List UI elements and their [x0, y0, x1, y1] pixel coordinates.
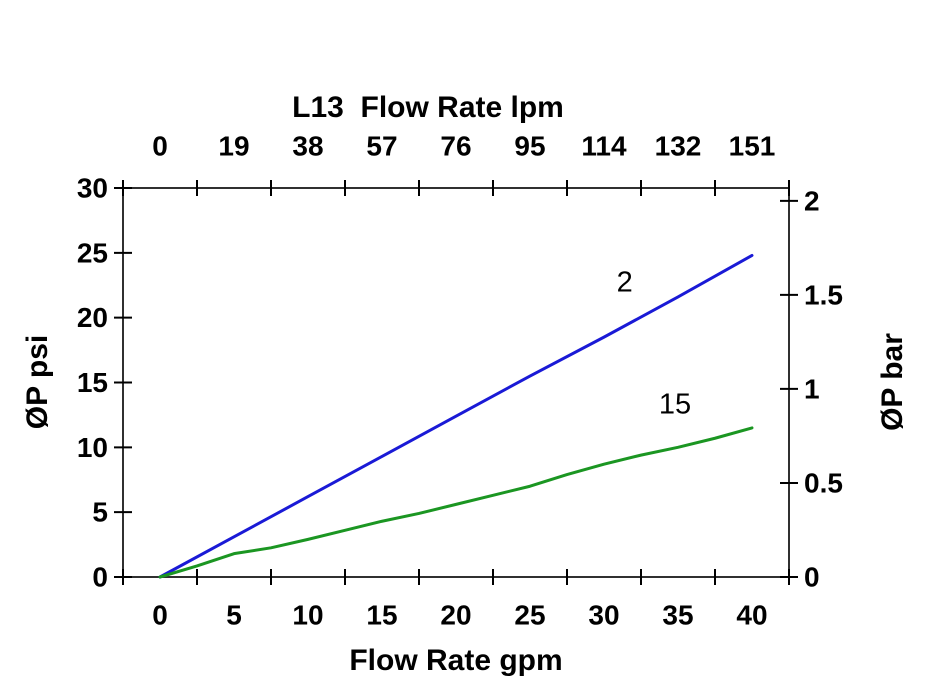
right-axis-tick-label: 1: [804, 373, 820, 404]
top-axis-tick-label: 38: [292, 131, 323, 162]
bottom-axis-tick-label: 30: [588, 600, 619, 631]
right-axis-tick-label: 1.5: [804, 279, 843, 310]
left-axis-tick-label: 0: [92, 562, 108, 593]
series-line-2: [158, 253, 754, 579]
top-axis-tick-label: 151: [729, 131, 776, 162]
left-axis-tick-label: 25: [77, 237, 108, 268]
right-axis-title: ØP bar: [876, 333, 909, 431]
left-axis-tick-label: 20: [77, 302, 108, 333]
bottom-axis-tick-label: 40: [736, 600, 767, 631]
left-axis-tick-label: 10: [77, 432, 108, 463]
top-axis-tick-label: 57: [366, 131, 397, 162]
right-axis-tick-label: 0: [804, 562, 820, 593]
top-axis-tick-label: 76: [440, 131, 471, 162]
series-label-15: 15: [659, 389, 691, 421]
right-axis-tick-label: 0.5: [804, 467, 843, 498]
bottom-axis-tick-label: 15: [366, 600, 397, 631]
plot-border: [122, 187, 790, 578]
bottom-axis-tick-label: 25: [514, 600, 545, 631]
top-axis-tick-label: 132: [655, 131, 702, 162]
bottom-axis-tick-label: 0: [152, 600, 168, 631]
bottom-axis-tick-label: 20: [440, 600, 471, 631]
top-axis-tick-label: 0: [152, 131, 168, 162]
left-axis-tick-label: 5: [92, 497, 108, 528]
series-line-15: [158, 426, 754, 579]
left-axis-tick-label: 30: [77, 173, 108, 204]
right-axis-tick-label: 2: [804, 185, 820, 216]
bottom-axis-tick-label: 10: [292, 600, 323, 631]
left-axis-tick-label: 15: [77, 367, 108, 398]
bottom-axis-tick-label: 5: [226, 600, 242, 631]
top-axis-tick-label: 114: [581, 131, 627, 162]
series-label-2: 2: [617, 267, 633, 299]
bottom-axis-title: Flow Rate gpm: [349, 644, 563, 677]
left-axis-title: ØP psi: [21, 334, 54, 430]
top-axis-title: L13 Flow Rate lpm: [292, 91, 564, 124]
top-axis-tick-label: 19: [218, 131, 249, 162]
top-axis-tick-label: 95: [514, 131, 545, 162]
bottom-axis-tick-label: 35: [662, 600, 693, 631]
